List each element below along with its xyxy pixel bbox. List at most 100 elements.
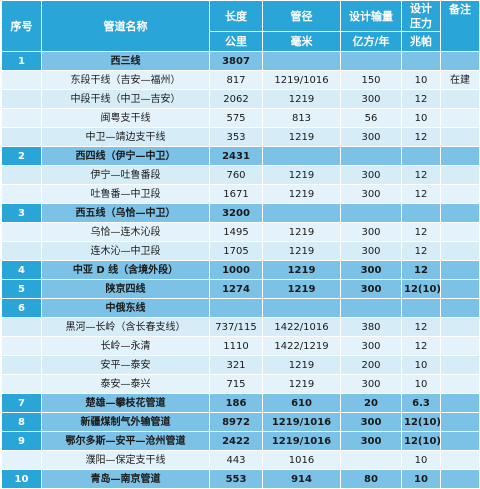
cell-name: 连木沁—中卫段 [41, 241, 210, 261]
cell-diameter [262, 51, 341, 71]
cell-diameter: 1422/1016 [262, 317, 341, 337]
header-capacity: 设计输量 [340, 0, 402, 32]
cell-note [440, 355, 480, 375]
cell-length: 715 [209, 374, 263, 394]
cell-no [1, 70, 42, 90]
cell-no: 10 [1, 469, 42, 489]
table-row: 濮阳—保定支干线 443 1016 10 [1, 450, 480, 470]
cell-name: 安平—泰安 [41, 355, 210, 375]
cell-no [1, 165, 42, 185]
cell-capacity: 300 [340, 412, 402, 432]
cell-no [1, 241, 42, 261]
header-no: 序号 [1, 0, 42, 52]
cell-capacity: 300 [340, 184, 402, 204]
cell-note [440, 412, 480, 432]
cell-diameter [262, 298, 341, 318]
cell-pressure [401, 203, 441, 223]
cell-note [440, 450, 480, 470]
table-row-group: 3 西五线（乌恰—中卫） 3200 [1, 203, 480, 223]
cell-capacity: 300 [340, 89, 402, 109]
cell-name: 闽粤支干线 [41, 108, 210, 128]
cell-diameter: 1219/1016 [262, 412, 341, 432]
table-row: 乌恰—连木沁段 1495 1219 300 12 [1, 222, 480, 242]
cell-length: 1495 [209, 222, 263, 242]
cell-capacity: 300 [340, 374, 402, 394]
cell-diameter: 1219 [262, 222, 341, 242]
cell-pressure: 12 [401, 184, 441, 204]
header-note: 备注 [440, 0, 480, 52]
cell-note [440, 222, 480, 242]
cell-note [440, 241, 480, 261]
table-row: 连木沁—中卫段 1705 1219 300 12 [1, 241, 480, 261]
cell-pressure: 12 [401, 222, 441, 242]
cell-no: 5 [1, 279, 42, 299]
cell-note [440, 89, 480, 109]
table-row-group: 7 楚雄—攀枝花管道 186 610 20 6.3 [1, 393, 480, 413]
cell-note [440, 298, 480, 318]
table-row-group: 2 西四线（伊宁—中卫） 2431 [1, 146, 480, 166]
cell-diameter: 1219 [262, 260, 341, 280]
table-row: 中卫—靖边支干线 353 1219 300 12 [1, 127, 480, 147]
cell-diameter: 1219 [262, 241, 341, 261]
cell-pressure: 12 [401, 165, 441, 185]
cell-no: 1 [1, 51, 42, 71]
header-pressure-line2: 压力 [410, 17, 432, 30]
header-diameter: 管径 [262, 0, 341, 32]
cell-length: 2062 [209, 89, 263, 109]
cell-no [1, 222, 42, 242]
cell-diameter: 1219 [262, 165, 341, 185]
cell-pressure: 12(10) [401, 279, 441, 299]
cell-name: 中俄东线 [41, 298, 210, 318]
cell-length: 737/115 [209, 317, 263, 337]
cell-capacity: 300 [340, 336, 402, 356]
cell-pressure: 12 [401, 89, 441, 109]
cell-capacity: 300 [340, 279, 402, 299]
cell-pressure: 10 [401, 450, 441, 470]
table-row: 闽粤支干线 575 813 56 10 [1, 108, 480, 128]
cell-no: 4 [1, 260, 42, 280]
cell-capacity: 20 [340, 393, 402, 413]
cell-pressure: 6.3 [401, 393, 441, 413]
cell-capacity: 380 [340, 317, 402, 337]
cell-diameter: 1219 [262, 184, 341, 204]
cell-length: 321 [209, 355, 263, 375]
cell-length: 1274 [209, 279, 263, 299]
cell-diameter: 1219 [262, 127, 341, 147]
cell-length [209, 298, 263, 318]
cell-name: 濮阳—保定支干线 [41, 450, 210, 470]
cell-no: 8 [1, 412, 42, 432]
cell-note [440, 203, 480, 223]
cell-capacity: 300 [340, 431, 402, 451]
cell-pressure [401, 298, 441, 318]
cell-length: 353 [209, 127, 263, 147]
unit-pressure: 兆帕 [401, 31, 441, 52]
cell-pressure: 12(10) [401, 412, 441, 432]
cell-note [440, 336, 480, 356]
cell-no: 2 [1, 146, 42, 166]
cell-pressure: 12 [401, 241, 441, 261]
cell-capacity: 300 [340, 222, 402, 242]
cell-pressure: 10 [401, 70, 441, 90]
cell-length: 186 [209, 393, 263, 413]
cell-capacity: 56 [340, 108, 402, 128]
cell-note [440, 184, 480, 204]
cell-length: 1110 [209, 336, 263, 356]
cell-pressure: 10 [401, 108, 441, 128]
table-row-group: 4 中亚 D 线（含境外段） 1000 1219 300 12 [1, 260, 480, 280]
cell-note [440, 279, 480, 299]
cell-capacity: 300 [340, 127, 402, 147]
cell-length: 3807 [209, 51, 263, 71]
cell-capacity [340, 51, 402, 71]
cell-no [1, 374, 42, 394]
table-row-group: 8 新疆煤制气外输管道 8972 1219/1016 300 12(10) [1, 412, 480, 432]
cell-capacity [340, 203, 402, 223]
table-row: 安平—泰安 321 1219 200 10 [1, 355, 480, 375]
cell-capacity: 200 [340, 355, 402, 375]
header-pressure-line1: 设计 [410, 2, 432, 15]
cell-note [440, 51, 480, 71]
cell-diameter: 1219 [262, 279, 341, 299]
table-row: 黑河—长岭（含长春支线） 737/115 1422/1016 380 12 [1, 317, 480, 337]
cell-no [1, 336, 42, 356]
cell-name: 东段干线（吉安—福州） [41, 70, 210, 90]
